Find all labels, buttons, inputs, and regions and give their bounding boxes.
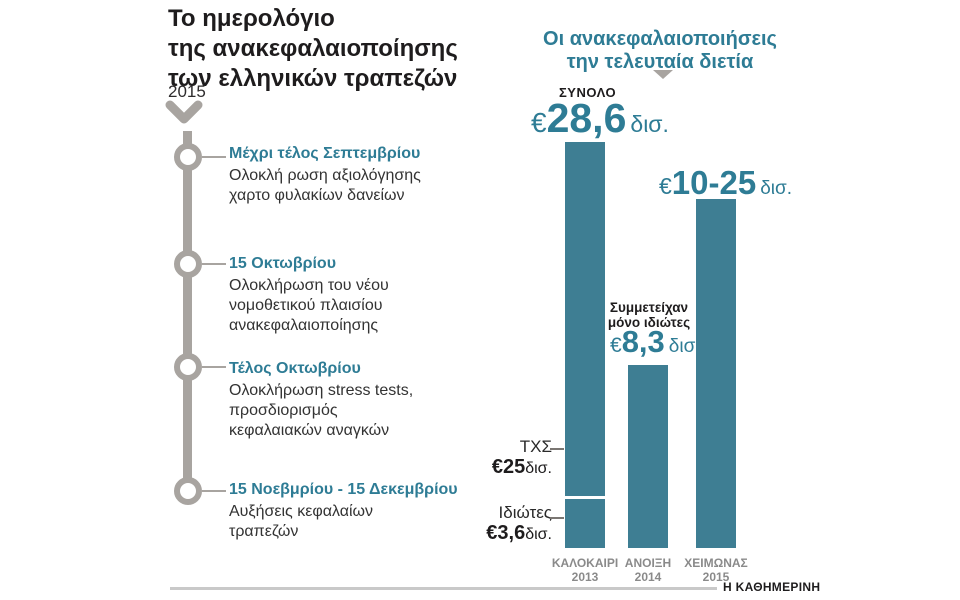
bar3-unit: δισ. [760, 178, 793, 199]
event-date: 15 Νοεβμρίου - 15 Δεκεμβρίου [229, 481, 458, 498]
segment-label-private: Ιδιώτες €3,6δισ. [486, 503, 552, 546]
segment-label-hfsf: ΤΧΣ €25δισ. [492, 437, 552, 480]
brand-logo: Η ΚΑΘΗΜΕΡΙΝΗ [723, 580, 821, 594]
timeline-node-icon [174, 250, 202, 278]
timeline-event: 15 Νοεβμρίου - 15 Δεκεμβρίου Αυξήσεις κε… [229, 481, 469, 542]
timeline-node-icon [174, 477, 202, 505]
bar2-note: Συμμετείχαν μόνο ιδιώτες [607, 300, 691, 330]
segment-unit: δισ. [525, 526, 552, 543]
footer-rule [170, 587, 717, 590]
triangle-down-icon [653, 70, 673, 79]
event-date: 15 Οκτωβρίου [229, 255, 337, 272]
chart-title: Οι ανακεφαλαιοποιήσεις την τελευταία διε… [543, 28, 777, 73]
axis-label-spring-2014: ΑΝΟΙΞΗ 2014 [624, 556, 672, 584]
euro-sign: € [610, 334, 622, 357]
segment-unit: δισ. [525, 460, 552, 477]
segment-divider [565, 496, 605, 499]
timeline-event: Μέχρι τέλος Σεπτεμβρίου Ολοκλή ρωση αξιο… [229, 145, 469, 206]
bar-spring-2014 [628, 365, 668, 548]
event-description: Ολοκλήρωση του νέου νομοθετικού πλαισίου… [229, 277, 389, 334]
event-date: Μέχρι τέλος Σεπτεμβρίου [229, 145, 421, 162]
chevron-down-icon [165, 100, 203, 124]
bar-winter-2015 [696, 199, 736, 548]
timeline-node-icon [174, 353, 202, 381]
axis-label-summer-2013: ΚΑΛΟΚΑΙΡΙ 2013 [551, 556, 619, 584]
segment-amount: €25 [491, 456, 526, 478]
segment-amount: €3,6 [486, 522, 526, 544]
bar-summer-2013 [565, 142, 605, 548]
bar2-unit: δισ. [668, 336, 701, 357]
segment-name: Ιδιώτες [498, 503, 552, 522]
bar1-value-label: €28,6 δισ. [531, 95, 669, 142]
event-description: Αυξήσεις κεφαλαίων τραπεζών [229, 503, 374, 540]
bar1-unit: δισ. [630, 111, 669, 137]
event-description: Ολοκλή ρωση αξιολόγησης χαρτο φυλακίων δ… [229, 167, 421, 204]
timeline-connector [202, 156, 226, 158]
event-description: Ολοκλήρωση stress tests, προσδιορισμός κ… [229, 382, 414, 439]
segment-name: ΤΧΣ [519, 437, 552, 456]
bar2-amount: 8,3 [621, 324, 665, 359]
event-date: Τέλος Οκτωβρίου [229, 360, 361, 377]
bar2-value-label: €8,3 δισ. [610, 324, 701, 360]
bar3-amount: 10-25 [671, 164, 757, 201]
timeline-event: 15 Οκτωβρίου Ολοκλήρωση του νέου νομοθετ… [229, 255, 469, 336]
total-caption: ΣΥΝΟΛΟ [559, 85, 617, 100]
euro-sign: € [531, 107, 547, 138]
leader-line [550, 448, 564, 450]
axis-label-winter-2015: ΧΕΙΜΩΝΑΣ 2015 [684, 556, 748, 584]
bar1-amount: 28,6 [546, 95, 627, 141]
timeline-event: Τέλος Οκτωβρίου Ολοκλήρωση stress tests,… [229, 360, 469, 441]
bar3-value-label: €10-25 δισ. [659, 164, 792, 202]
leader-line [550, 517, 564, 519]
euro-sign: € [659, 173, 672, 199]
timeline-connector [202, 263, 226, 265]
timeline-connector [202, 490, 226, 492]
page-title: Το ημερολόγιο της ανακεφαλαιοποίησης των… [168, 5, 458, 92]
timeline-node-icon [174, 143, 202, 171]
timeline-year-label: 2015 [168, 82, 206, 101]
timeline-line [183, 131, 192, 491]
timeline-connector [202, 366, 226, 368]
